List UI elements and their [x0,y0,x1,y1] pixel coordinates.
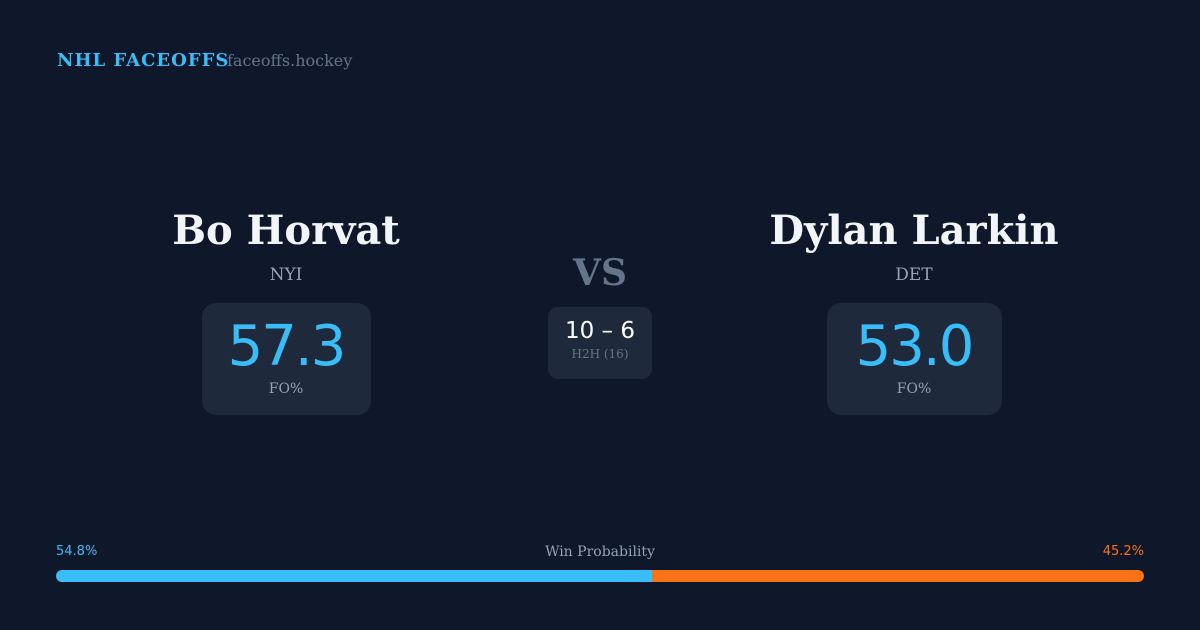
win-prob-left: 54.8% [56,544,98,559]
player-name: Dylan Larkin [769,207,1059,254]
team-abbr: NYI [269,265,303,285]
h2h-score: 10 – 6 [564,318,636,344]
win-prob-bar-right [652,570,1144,582]
player-name: Bo Horvat [172,207,400,254]
left-player: Bo Horvat NYI 57.3 FO% [36,205,536,415]
brand-title: NHL FACEOFFS [57,50,230,71]
h2h-label: H2H (16) [571,347,629,361]
team-abbr: DET [895,265,933,285]
fo-pct: 57.3 [227,314,347,379]
fo-label: FO% [896,381,932,397]
fo-card: 57.3 FO% [201,303,371,415]
fo-label: FO% [268,381,304,397]
h2h-card: 10 – 6 H2H (16) [548,307,652,379]
vs-label: VS [573,252,627,294]
win-prob-label: Win Probability [545,544,655,560]
win-prob-bar-left [56,570,653,582]
fo-card: 53.0 FO% [826,303,1002,415]
win-prob-bar [56,570,1144,582]
right-player: Dylan Larkin DET 53.0 FO% [664,205,1164,415]
win-prob-right: 45.2% [1102,544,1144,559]
fo-pct: 53.0 [855,314,975,379]
site-url: faceoffs.hockey [227,51,353,70]
